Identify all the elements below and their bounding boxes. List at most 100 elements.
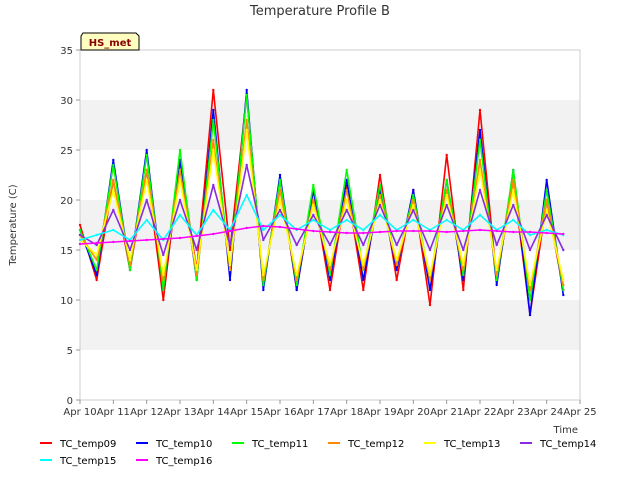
data-point (245, 93, 248, 97)
data-point (512, 188, 515, 192)
data-point (462, 229, 465, 233)
data-point (295, 288, 298, 292)
data-point (545, 208, 548, 212)
data-point (228, 243, 232, 247)
legend-item-tc_temp13: TC_temp13 (424, 439, 500, 450)
y-axis-label: Temperature (C) (8, 184, 19, 266)
data-point (212, 183, 215, 187)
data-point (412, 203, 415, 207)
x-tick-label: Apr 19 (363, 407, 396, 418)
x-axis-label: Time (553, 425, 578, 436)
data-point (195, 268, 198, 272)
data-point (528, 313, 532, 317)
data-point (412, 218, 415, 222)
legend-item-tc_temp11: TC_temp11 (232, 439, 308, 450)
data-point (212, 148, 215, 152)
data-point (528, 233, 532, 237)
x-tick-label: Apr 18 (330, 407, 363, 418)
data-point (295, 243, 298, 247)
data-point (445, 153, 448, 157)
data-point (328, 228, 332, 232)
x-tick-label: Apr 15 (230, 407, 263, 418)
legend-label: TC_temp10 (155, 439, 212, 450)
data-point (528, 283, 532, 287)
data-point (495, 243, 498, 247)
x-tick-label: Apr 17 (297, 407, 330, 418)
data-point (228, 229, 232, 233)
data-point (78, 238, 82, 242)
data-point (262, 288, 265, 292)
data-point (412, 208, 415, 212)
data-point (112, 208, 115, 212)
data-point (328, 278, 332, 282)
legend-item-tc_temp15: TC_temp15 (40, 456, 116, 467)
data-point (145, 238, 148, 242)
x-tick-label: Apr 23 (497, 407, 530, 418)
x-tick-label: Apr 25 (563, 407, 596, 418)
y-tick-label: 20 (60, 196, 73, 207)
data-point (145, 168, 148, 172)
badge-text: HS_met (89, 38, 132, 49)
data-point (212, 138, 215, 142)
data-point (445, 230, 448, 234)
data-point (528, 248, 532, 252)
data-point (462, 248, 465, 252)
data-point (428, 248, 432, 252)
data-point (362, 268, 365, 272)
data-point (562, 278, 565, 282)
x-axis: Apr 10 Apr 11 Apr 12 Apr 13 Apr 14 Apr 15 Apr … (63, 400, 597, 418)
series-layer (78, 88, 565, 317)
data-point (512, 178, 515, 182)
y-tick-label: 15 (60, 246, 73, 257)
data-point (228, 248, 232, 252)
data-point (428, 229, 432, 233)
y-tick-label: 25 (60, 146, 73, 157)
data-point (312, 218, 315, 222)
x-tick-label: Apr 22 (463, 407, 496, 418)
data-point (545, 198, 548, 202)
data-point (345, 208, 348, 212)
data-point (128, 248, 132, 252)
data-point (112, 163, 115, 167)
data-point (395, 268, 398, 272)
data-point (462, 268, 465, 272)
legend-item-tc_temp09: TC_temp09 (40, 439, 116, 450)
data-point (328, 268, 332, 272)
data-point (445, 178, 448, 182)
legend-label: TC_temp11 (251, 439, 308, 450)
data-point (112, 178, 115, 182)
data-point (478, 138, 482, 142)
data-point (445, 188, 448, 192)
series-line-tc_temp14 (79, 164, 565, 256)
data-point (378, 193, 382, 197)
data-point (178, 213, 182, 217)
legend-item-tc_temp12: TC_temp12 (328, 439, 404, 450)
data-point (312, 203, 315, 207)
x-tick-label: Apr 14 (197, 407, 230, 418)
data-point (378, 198, 382, 202)
data-point (262, 224, 265, 228)
badge-box (80, 32, 140, 51)
data-point (345, 218, 348, 222)
data-point (345, 231, 348, 235)
data-point (78, 223, 82, 227)
data-point (378, 203, 382, 207)
data-point (212, 108, 215, 112)
data-point (95, 278, 98, 282)
data-point (245, 163, 248, 167)
data-point (545, 213, 548, 217)
data-point (195, 248, 198, 252)
data-point (445, 203, 448, 207)
data-point (162, 278, 165, 282)
data-point (262, 238, 265, 242)
data-point (345, 168, 348, 172)
data-point (395, 258, 398, 262)
data-point (362, 288, 365, 292)
y-tick-label: 30 (60, 96, 73, 107)
data-point (362, 228, 365, 232)
data-point (478, 213, 482, 217)
data-point (528, 230, 532, 234)
data-point (478, 188, 482, 192)
data-point (445, 218, 448, 222)
data-point (95, 233, 98, 237)
